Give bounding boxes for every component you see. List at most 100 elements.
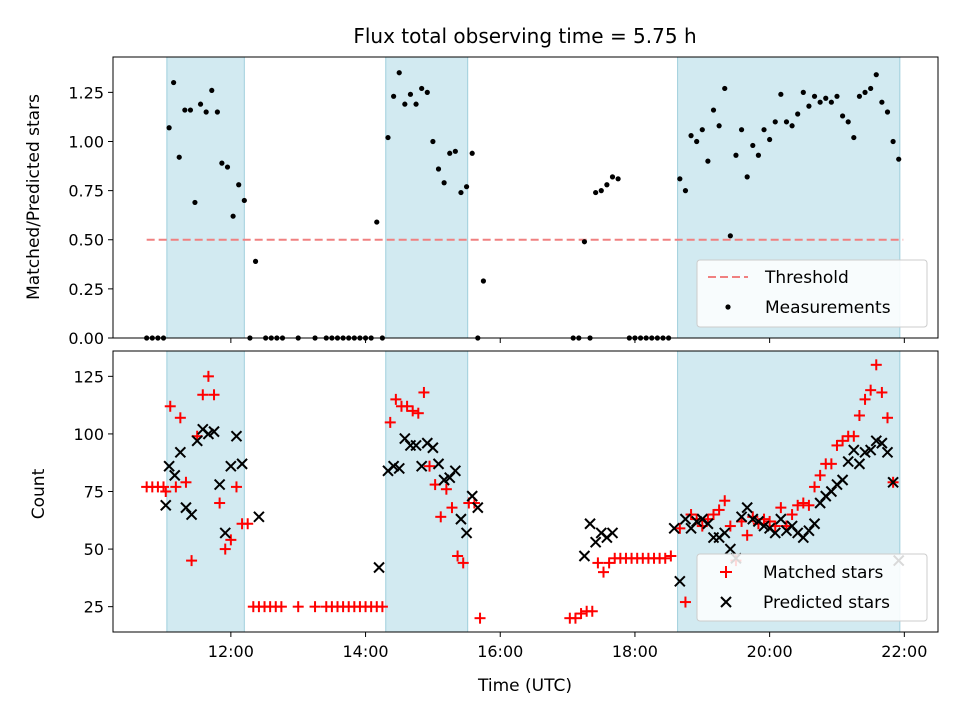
measurements-legend-swatch xyxy=(725,304,731,310)
y-tick-label: 0.75 xyxy=(68,182,104,201)
matched-star-point xyxy=(764,515,776,527)
matched-star-point xyxy=(859,393,871,405)
y-tick-label: 100 xyxy=(73,425,104,444)
matched-star-point xyxy=(674,522,686,534)
matched-star-point xyxy=(174,412,186,424)
measurement-point xyxy=(884,109,891,115)
measurement-point xyxy=(480,278,487,284)
matched-star-point xyxy=(452,550,464,562)
measurement-point xyxy=(430,138,436,145)
measurement-point xyxy=(710,107,717,113)
predicted-star-point xyxy=(876,437,888,449)
matched-star-point xyxy=(435,511,447,523)
predicted-star-point xyxy=(191,435,203,447)
measurement-point xyxy=(458,189,464,196)
top-y-ticks: 0.00 0.25 0.50 0.75 1.00 1.25 xyxy=(68,83,113,348)
bottom-panel: 25 50 75 100 125 12:00 14:00 16:00 18:00 20:00 22… xyxy=(29,350,939,696)
measurement-point xyxy=(176,154,182,160)
measurement-point xyxy=(828,99,834,105)
shaded-interval-1 xyxy=(166,350,245,633)
measurement-point xyxy=(688,133,694,139)
matched-star-point xyxy=(242,518,254,530)
measurement-point xyxy=(236,182,242,188)
measurement-point xyxy=(862,89,868,95)
measurement-point xyxy=(396,70,402,76)
matched-star-point xyxy=(180,476,192,488)
bottom-legend: Matched stars Predicted stars xyxy=(696,553,928,622)
measurement-point xyxy=(447,150,453,156)
matched-star-point xyxy=(384,416,396,428)
x-axis-label: Time (UTC) xyxy=(477,676,572,696)
matched-star-point xyxy=(797,497,809,509)
matched-stars-legend-label: Matched stars xyxy=(763,563,883,583)
measurement-point xyxy=(581,239,588,245)
y-tick-label: 0.00 xyxy=(68,329,104,348)
measurement-point xyxy=(890,138,896,145)
matched-star-point xyxy=(724,520,736,532)
predicted-stars-series xyxy=(160,423,905,588)
matched-star-point xyxy=(786,509,798,521)
measurement-point xyxy=(214,109,220,115)
matched-star-point xyxy=(197,389,209,401)
y-tick-label: 0.50 xyxy=(68,231,104,250)
measurement-point xyxy=(224,164,231,170)
measurement-point xyxy=(182,107,188,113)
measurement-point xyxy=(413,101,419,107)
predicted-star-point xyxy=(735,511,748,523)
measurement-point xyxy=(598,188,604,194)
measurement-point xyxy=(219,160,225,166)
predicted-star-point xyxy=(432,458,445,470)
matched-star-point xyxy=(309,601,321,613)
measurement-point xyxy=(755,152,762,158)
matched-star-point xyxy=(659,552,671,564)
matched-star-point xyxy=(446,502,458,514)
matched-star-point xyxy=(876,386,888,398)
predicted-star-point xyxy=(373,561,385,574)
measurement-point xyxy=(733,152,739,158)
measurement-point xyxy=(851,134,857,141)
measurement-point xyxy=(241,197,247,204)
measurements-legend-label: Measurements xyxy=(765,298,891,318)
predicted-star-point xyxy=(213,478,226,491)
predicted-star-point xyxy=(741,501,753,514)
measurement-point xyxy=(385,134,391,141)
matched-star-point xyxy=(569,612,581,624)
matched-star-point xyxy=(870,359,882,371)
matched-star-point xyxy=(474,612,486,624)
predicted-star-point xyxy=(584,518,596,530)
matched-star-point xyxy=(881,412,893,424)
measurement-point xyxy=(402,101,408,107)
measurement-point xyxy=(203,109,209,115)
matched-star-point xyxy=(713,504,725,516)
predicted-star-point xyxy=(466,490,478,502)
predicted-star-point xyxy=(719,527,731,539)
predicted-star-point xyxy=(163,460,175,472)
measurement-point xyxy=(834,93,840,99)
measurement-point xyxy=(682,188,689,194)
y-tick-label: 1.25 xyxy=(68,83,104,102)
measurement-point xyxy=(391,93,397,99)
measurement-point xyxy=(441,180,447,186)
matched-star-point xyxy=(164,400,176,412)
predicted-star-point xyxy=(253,511,265,523)
predicted-star-point xyxy=(449,465,462,477)
predicted-star-point xyxy=(589,536,602,548)
predicted-star-point xyxy=(169,469,181,482)
predicted-star-point xyxy=(225,460,237,472)
shaded-interval-2 xyxy=(385,350,469,633)
measurement-point xyxy=(761,127,767,133)
matched-star-point xyxy=(741,529,753,541)
predicted-star-point xyxy=(410,439,422,452)
measurement-point xyxy=(738,127,745,133)
shaded-interval-1 xyxy=(166,56,245,339)
matched-star-point xyxy=(390,393,402,405)
matched-star-point xyxy=(225,534,237,546)
predicted-star-point xyxy=(836,474,849,486)
measurement-point xyxy=(772,119,778,125)
predicted-star-point xyxy=(864,444,877,456)
x-tick-label: 22:00 xyxy=(881,642,927,661)
measurement-point xyxy=(727,233,733,239)
matched-star-point xyxy=(809,481,821,493)
predicted-star-point xyxy=(769,527,781,539)
